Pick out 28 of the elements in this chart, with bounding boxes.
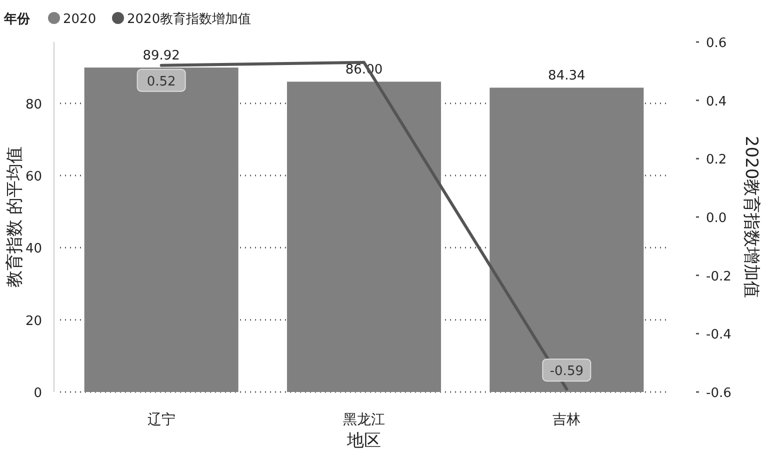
x-axis-title: 地区 [346,431,381,451]
y2-tick-label: -0.2 [706,269,732,284]
x-tick-label: 黑龙江 [343,412,385,428]
y2-tick-label: 0.4 [706,94,727,110]
y2-tick-label: 0.0 [706,211,727,226]
y-axis-title: 教育指数 的平均值 [5,146,25,288]
x-tick-label: 吉林 [552,412,581,428]
legend-title: 年份 [3,12,31,27]
y2-tick-label: 0.6 [706,36,727,51]
y2-tick-label: -0.4 [706,328,732,343]
y2-tick-label: 0.2 [706,152,727,168]
data-label: -0.59 [550,364,584,380]
y-tick-label: 0 [34,386,42,401]
data-label: 84.34 [548,68,586,84]
y2-axis-title: 2020教育指数增加值 [741,136,761,298]
y-tick-label: 80 [25,97,42,112]
y-tick-label: 40 [25,242,42,257]
legend-label: 2020教育指数增加值 [127,11,252,27]
y-tick-label: 60 [25,170,42,185]
bar [286,82,442,392]
bar [490,88,644,392]
bar [84,68,238,392]
data-label: 89.92 [142,48,180,64]
y2-tick-label: -0.6 [706,386,732,401]
data-label: 0.52 [146,74,176,90]
y-tick-label: 20 [25,314,42,329]
legend-label: 2020 [63,12,96,27]
x-tick-label: 辽宁 [147,412,176,428]
